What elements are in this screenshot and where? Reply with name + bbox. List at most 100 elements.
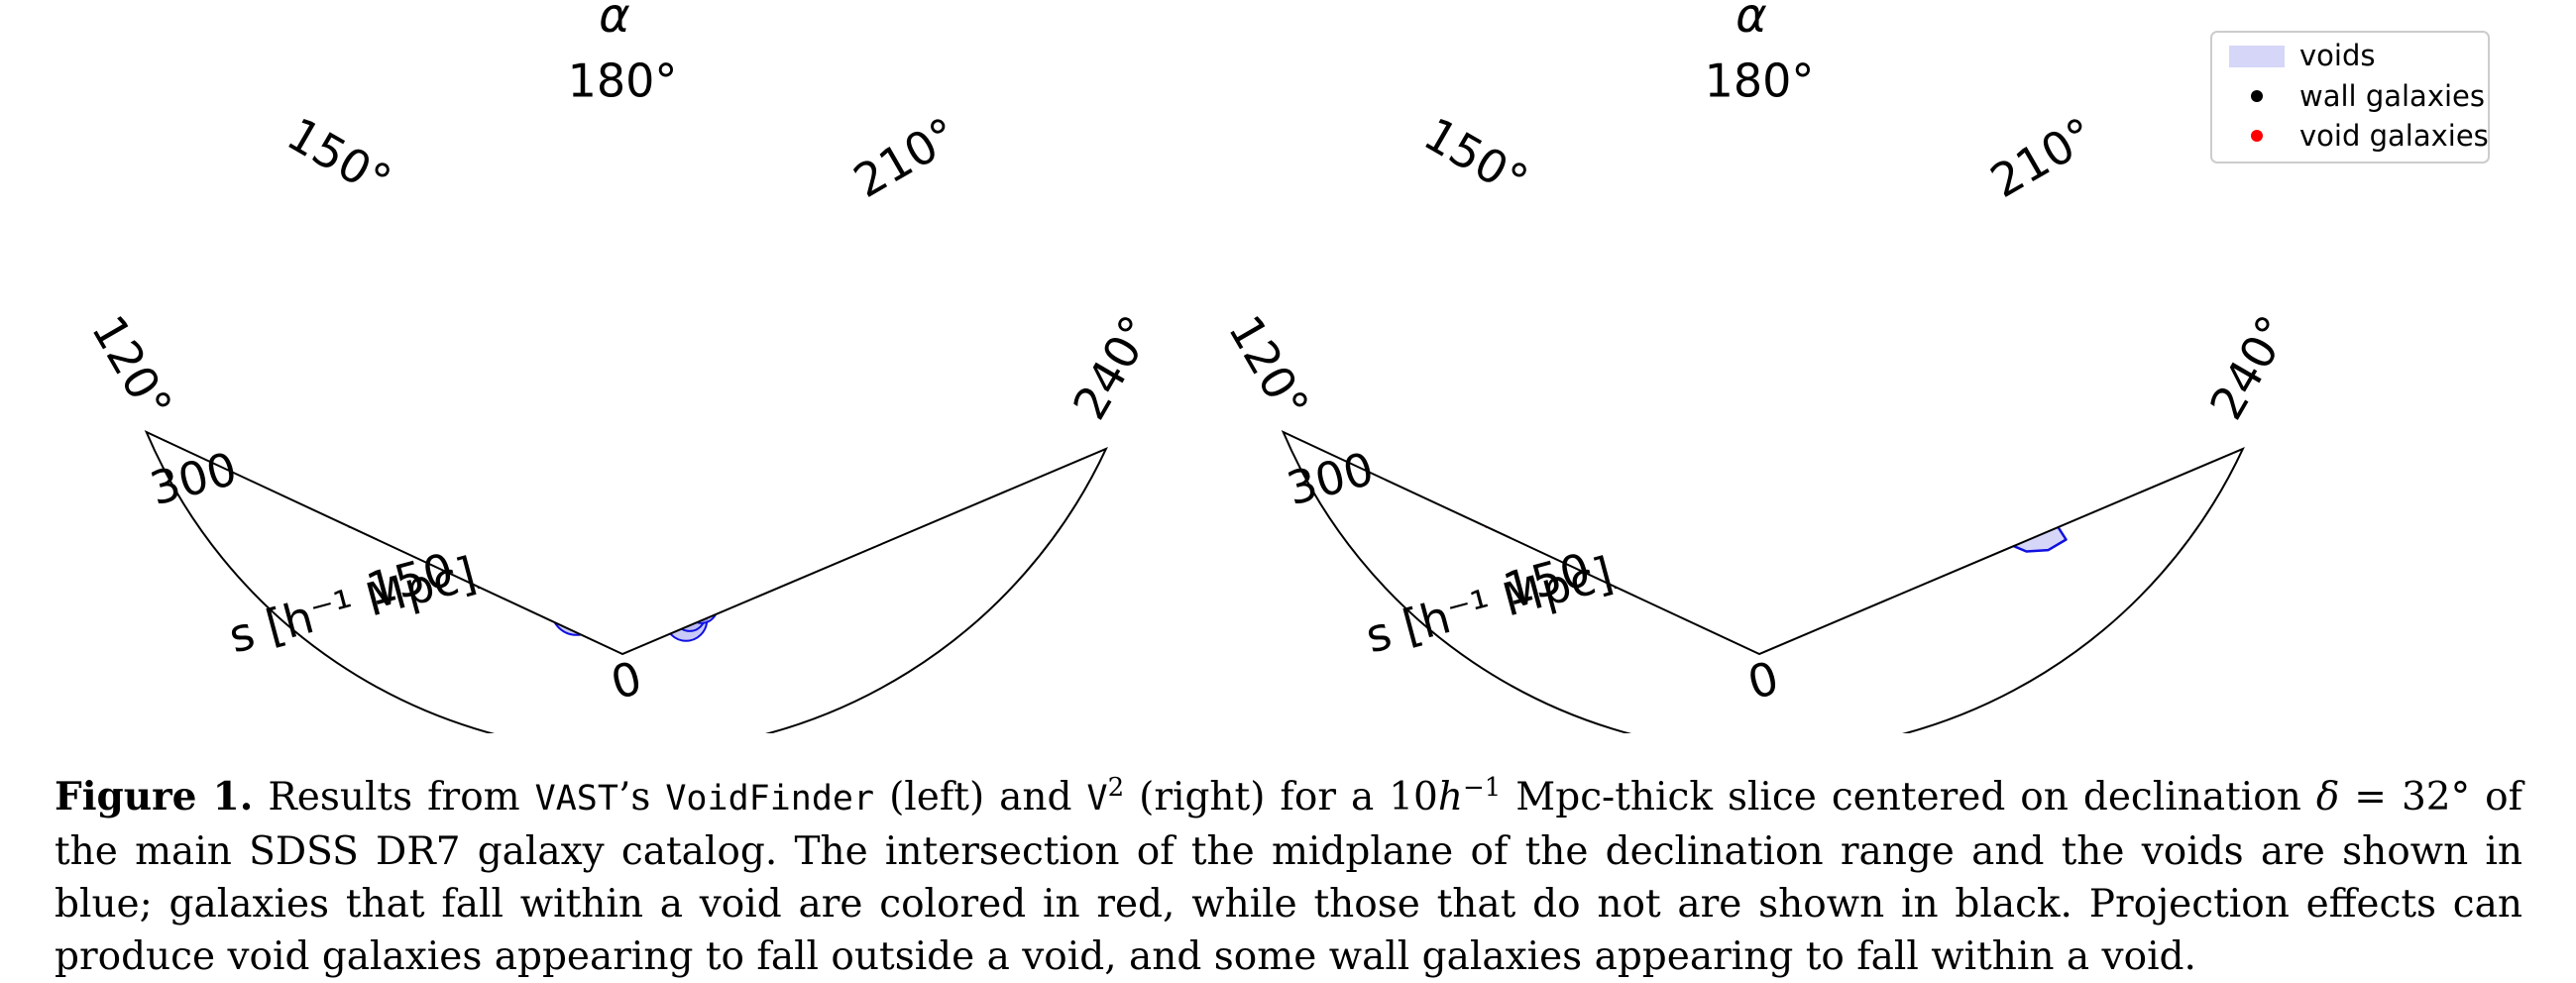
galaxy-point xyxy=(1938,510,1942,514)
galaxy-point xyxy=(2036,433,2040,437)
galaxy-point xyxy=(1583,353,1586,356)
galaxy-point xyxy=(547,562,551,567)
galaxy-point xyxy=(707,196,710,199)
galaxy-point xyxy=(493,175,496,178)
galaxy-point xyxy=(926,474,930,478)
galaxy-point xyxy=(1579,532,1583,536)
galaxy-point xyxy=(603,581,607,585)
void-sphere xyxy=(652,286,695,329)
galaxy-point xyxy=(1446,503,1450,507)
galaxy-point xyxy=(1482,426,1485,429)
galaxy-point xyxy=(436,329,439,332)
galaxy-point xyxy=(1919,471,1923,475)
galaxy-point xyxy=(1890,382,1893,385)
galaxy-point xyxy=(2003,265,2006,268)
galaxy-point xyxy=(1636,435,1640,440)
galaxy-point xyxy=(605,459,609,463)
galaxy-point xyxy=(443,260,446,263)
galaxy-point xyxy=(540,405,543,408)
galaxy-point xyxy=(457,380,460,382)
galaxy-point xyxy=(1848,287,1851,290)
galaxy-point xyxy=(622,560,627,564)
galaxy-point xyxy=(892,424,895,427)
galaxy-point xyxy=(419,304,422,307)
galaxy-point xyxy=(417,222,420,225)
galaxy-point xyxy=(1041,358,1044,361)
void-sphere xyxy=(220,352,234,366)
galaxy-point xyxy=(577,620,581,624)
void-sphere xyxy=(631,555,657,580)
galaxy-point xyxy=(372,462,376,467)
galaxy-point xyxy=(1626,359,1629,362)
galaxy-point xyxy=(618,507,622,511)
galaxy-point xyxy=(973,389,976,392)
galaxy-point xyxy=(684,432,688,436)
galaxy-point xyxy=(655,551,659,555)
galaxy-point xyxy=(739,154,742,157)
galaxy-point xyxy=(1542,288,1545,291)
galaxy-point xyxy=(1829,226,1832,229)
galaxy-point xyxy=(1713,492,1717,496)
galaxy-point xyxy=(1751,472,1755,476)
galaxy-point xyxy=(443,450,447,454)
galaxy-point xyxy=(1993,548,1997,553)
galaxy-point xyxy=(514,362,517,365)
galaxy-point xyxy=(2057,318,2060,321)
galaxy-point xyxy=(803,263,806,266)
galaxy-point xyxy=(1477,485,1481,489)
galaxy-point xyxy=(1868,568,1872,572)
galaxy-point xyxy=(836,224,839,227)
void-sphere xyxy=(851,294,864,307)
galaxy-point xyxy=(2052,441,2056,445)
galaxy-point xyxy=(746,564,750,568)
galaxy-point xyxy=(485,372,488,375)
galaxy-point xyxy=(350,461,355,465)
void-region xyxy=(1749,200,1868,312)
galaxy-point xyxy=(1898,353,1901,356)
galaxy-point xyxy=(1627,394,1630,397)
galaxy-point xyxy=(1860,273,1863,276)
galaxy-point xyxy=(1017,397,1020,400)
galaxy-point xyxy=(1804,361,1807,364)
void-sphere xyxy=(568,499,607,539)
galaxy-point xyxy=(449,438,453,442)
galaxy-point xyxy=(1981,239,1984,242)
galaxy-point xyxy=(718,433,723,437)
galaxy-point xyxy=(1795,439,1799,443)
void-sphere xyxy=(545,315,574,344)
galaxy-point xyxy=(1865,575,1869,579)
galaxy-point xyxy=(1538,380,1541,382)
void-sphere xyxy=(572,558,605,591)
galaxy-point xyxy=(1810,413,1813,416)
galaxy-point xyxy=(525,553,529,557)
galaxy-point xyxy=(527,466,531,470)
galaxy-point xyxy=(1807,525,1811,529)
galaxy-point xyxy=(279,286,281,289)
galaxy-point xyxy=(736,234,739,237)
galaxy-point xyxy=(1666,314,1669,317)
galaxy-point xyxy=(1779,483,1783,487)
galaxy-point xyxy=(387,230,390,233)
galaxy-point xyxy=(2060,459,2064,463)
galaxy-point xyxy=(612,543,616,547)
galaxy-point xyxy=(621,482,625,487)
galaxy-point xyxy=(1559,194,1562,197)
galaxy-point xyxy=(835,278,838,281)
galaxy-point xyxy=(470,403,473,406)
galaxy-point xyxy=(729,278,732,281)
galaxy-point xyxy=(596,243,599,246)
galaxy-point xyxy=(1820,306,1823,309)
void-sphere xyxy=(389,250,416,277)
galaxy-point xyxy=(1746,153,1749,156)
galaxy-point xyxy=(1674,347,1677,350)
void-sphere xyxy=(744,359,767,382)
galaxy-point xyxy=(619,442,623,446)
galaxy-point xyxy=(487,440,491,444)
galaxy-point xyxy=(940,445,945,449)
galaxy-point xyxy=(1736,614,1740,618)
galaxy-point xyxy=(1924,270,1927,273)
galaxy-point xyxy=(836,203,839,206)
galaxy-point xyxy=(1636,229,1639,232)
galaxy-point xyxy=(464,371,467,374)
galaxy-point xyxy=(952,286,955,289)
